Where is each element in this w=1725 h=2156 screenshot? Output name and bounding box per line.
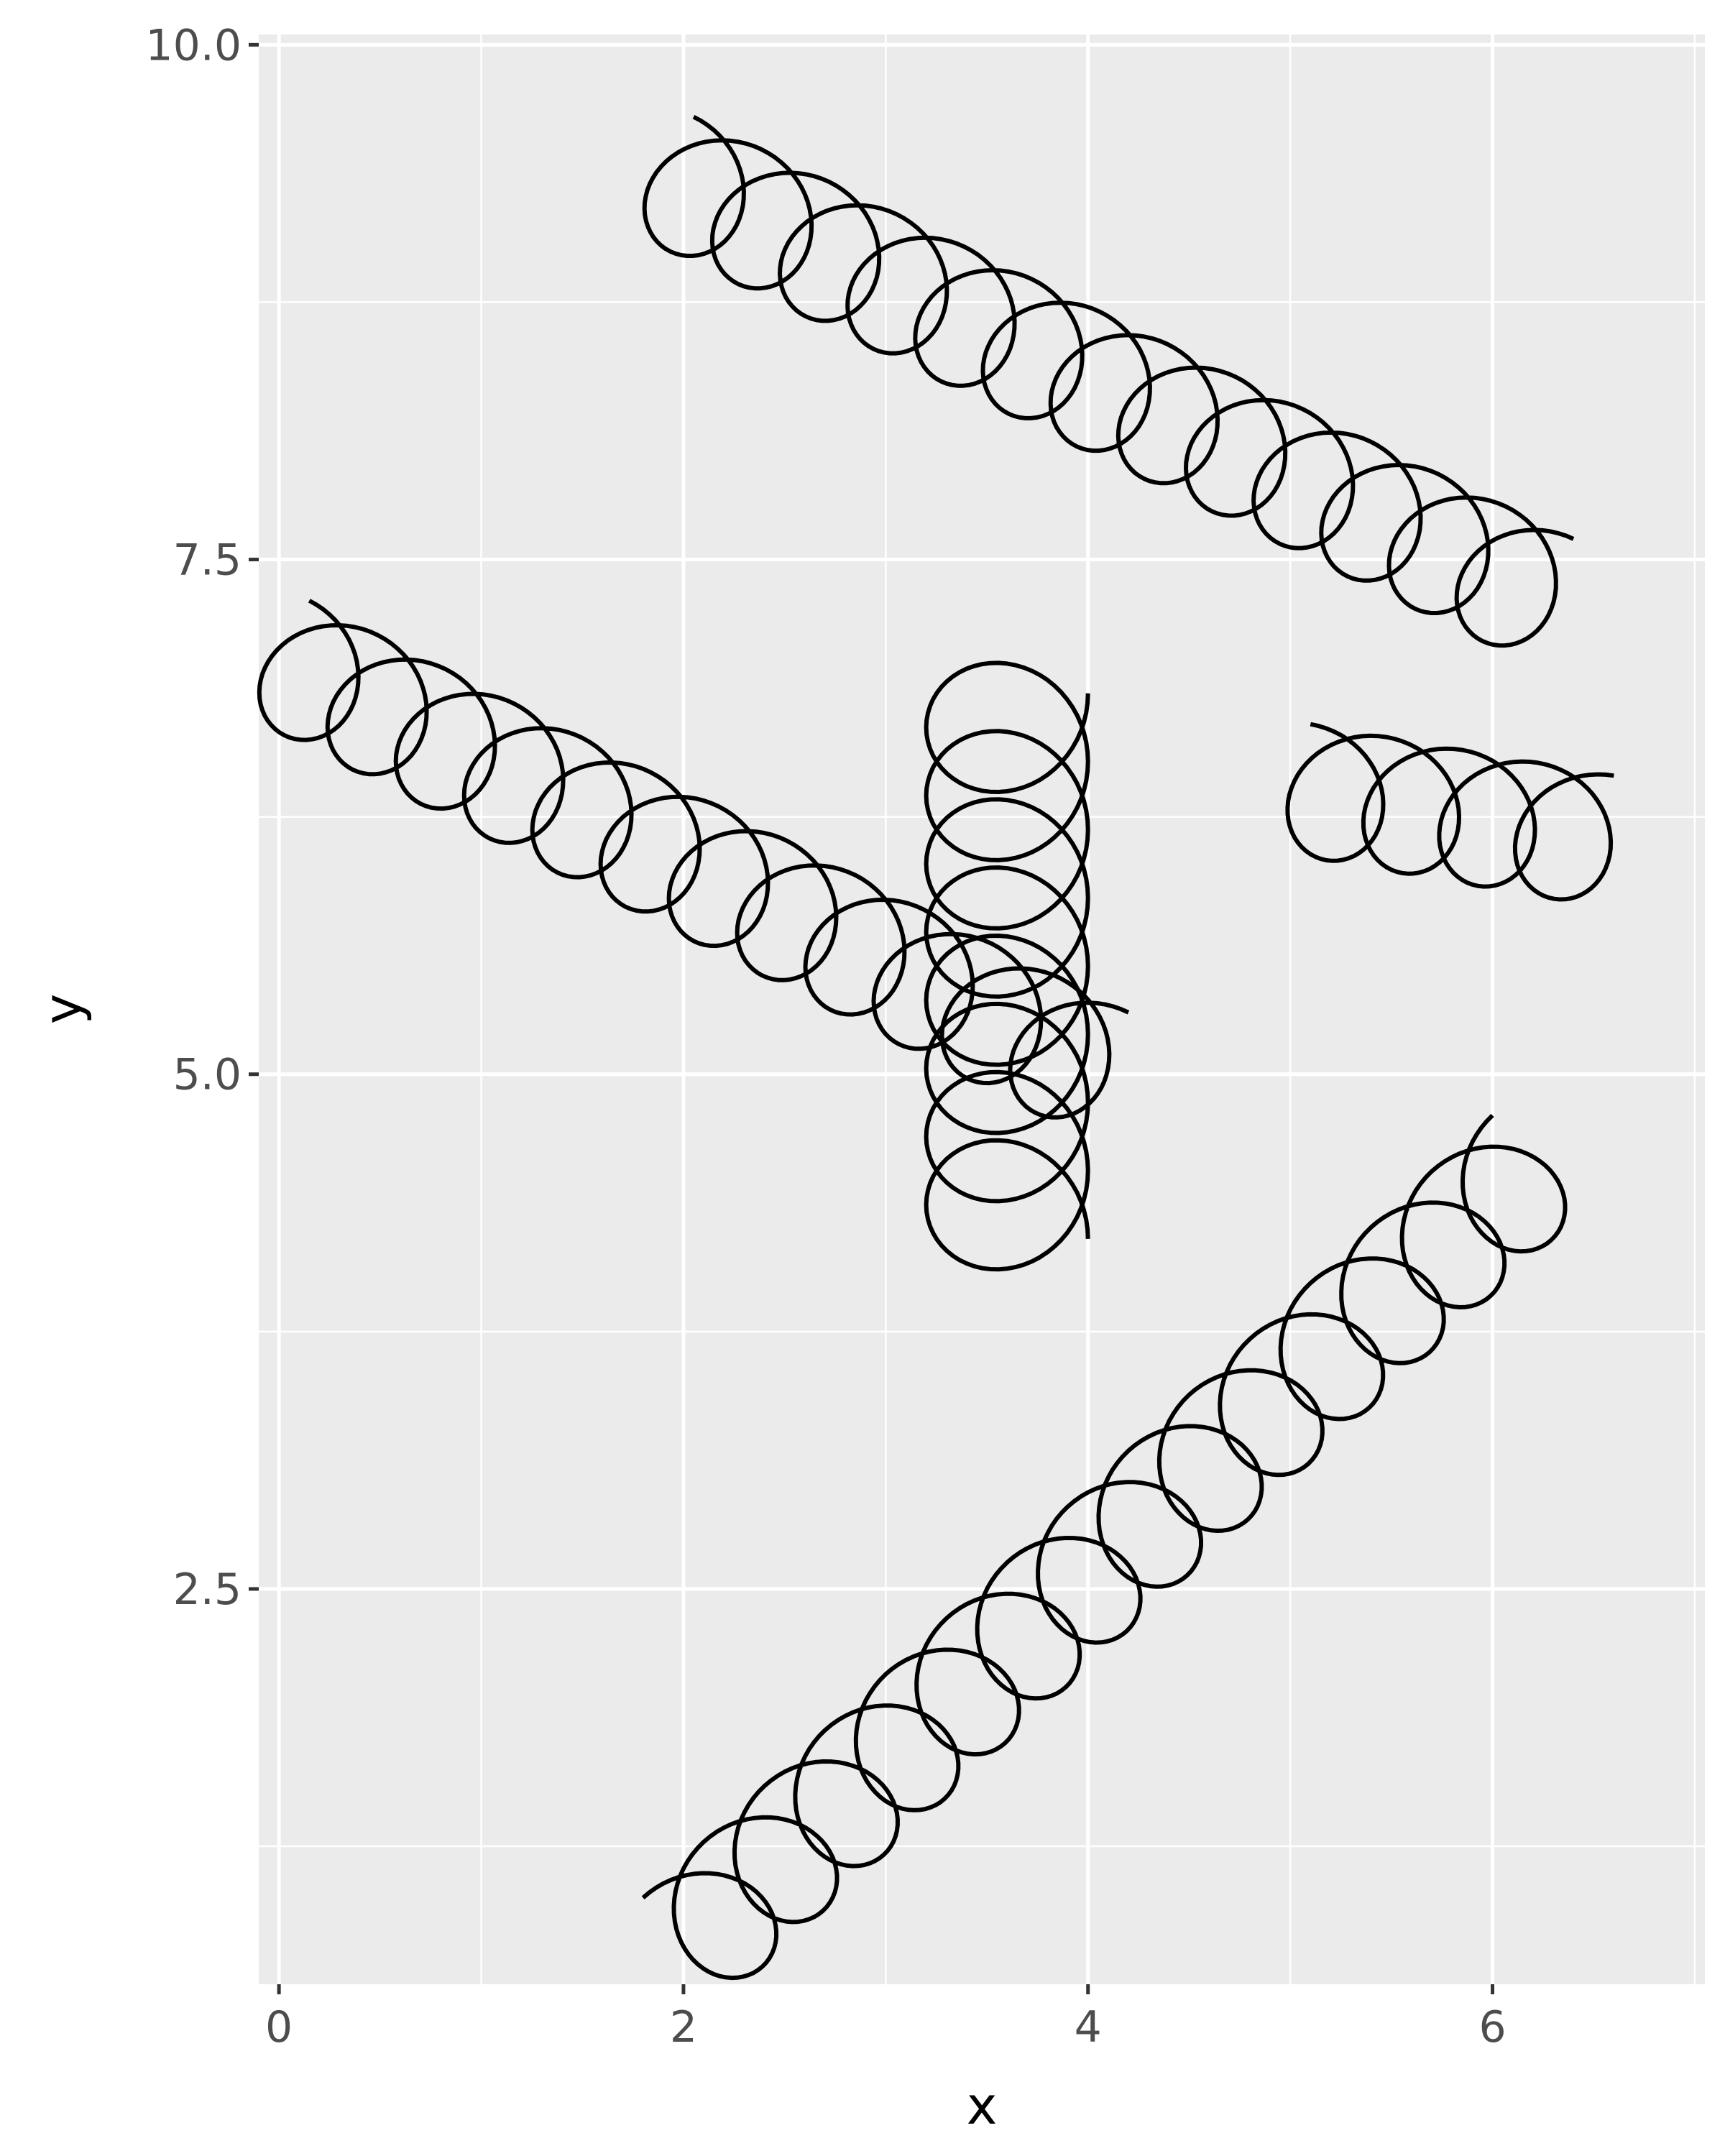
y-tick-label: 2.5 [173,1565,242,1615]
y-tick-label: 10.0 [145,20,242,70]
spring-series [257,114,1614,1981]
minor-gridlines [259,34,1705,1984]
y-axis-title: y [32,994,93,1025]
x-tick-label: 6 [1478,2002,1506,2053]
spring-line [642,114,1575,648]
x-tick-label: 4 [1075,2002,1102,2053]
y-tick-label: 5.0 [173,1050,242,1100]
x-tick-label: 0 [265,2002,293,2053]
y-tick-label: 7.5 [173,535,242,586]
panel-background [259,34,1705,1984]
spring-line [924,660,1090,1272]
spring-line [641,1113,1568,1981]
spring-line [257,599,1130,1120]
x-axis-title: x [967,2076,998,2136]
x-axis: 0 2 4 6 [265,1984,1506,2053]
x-tick-label: 2 [670,2002,697,2053]
y-axis: 2.5 5.0 7.5 10.0 [145,20,259,1615]
spring-line [1285,722,1614,902]
